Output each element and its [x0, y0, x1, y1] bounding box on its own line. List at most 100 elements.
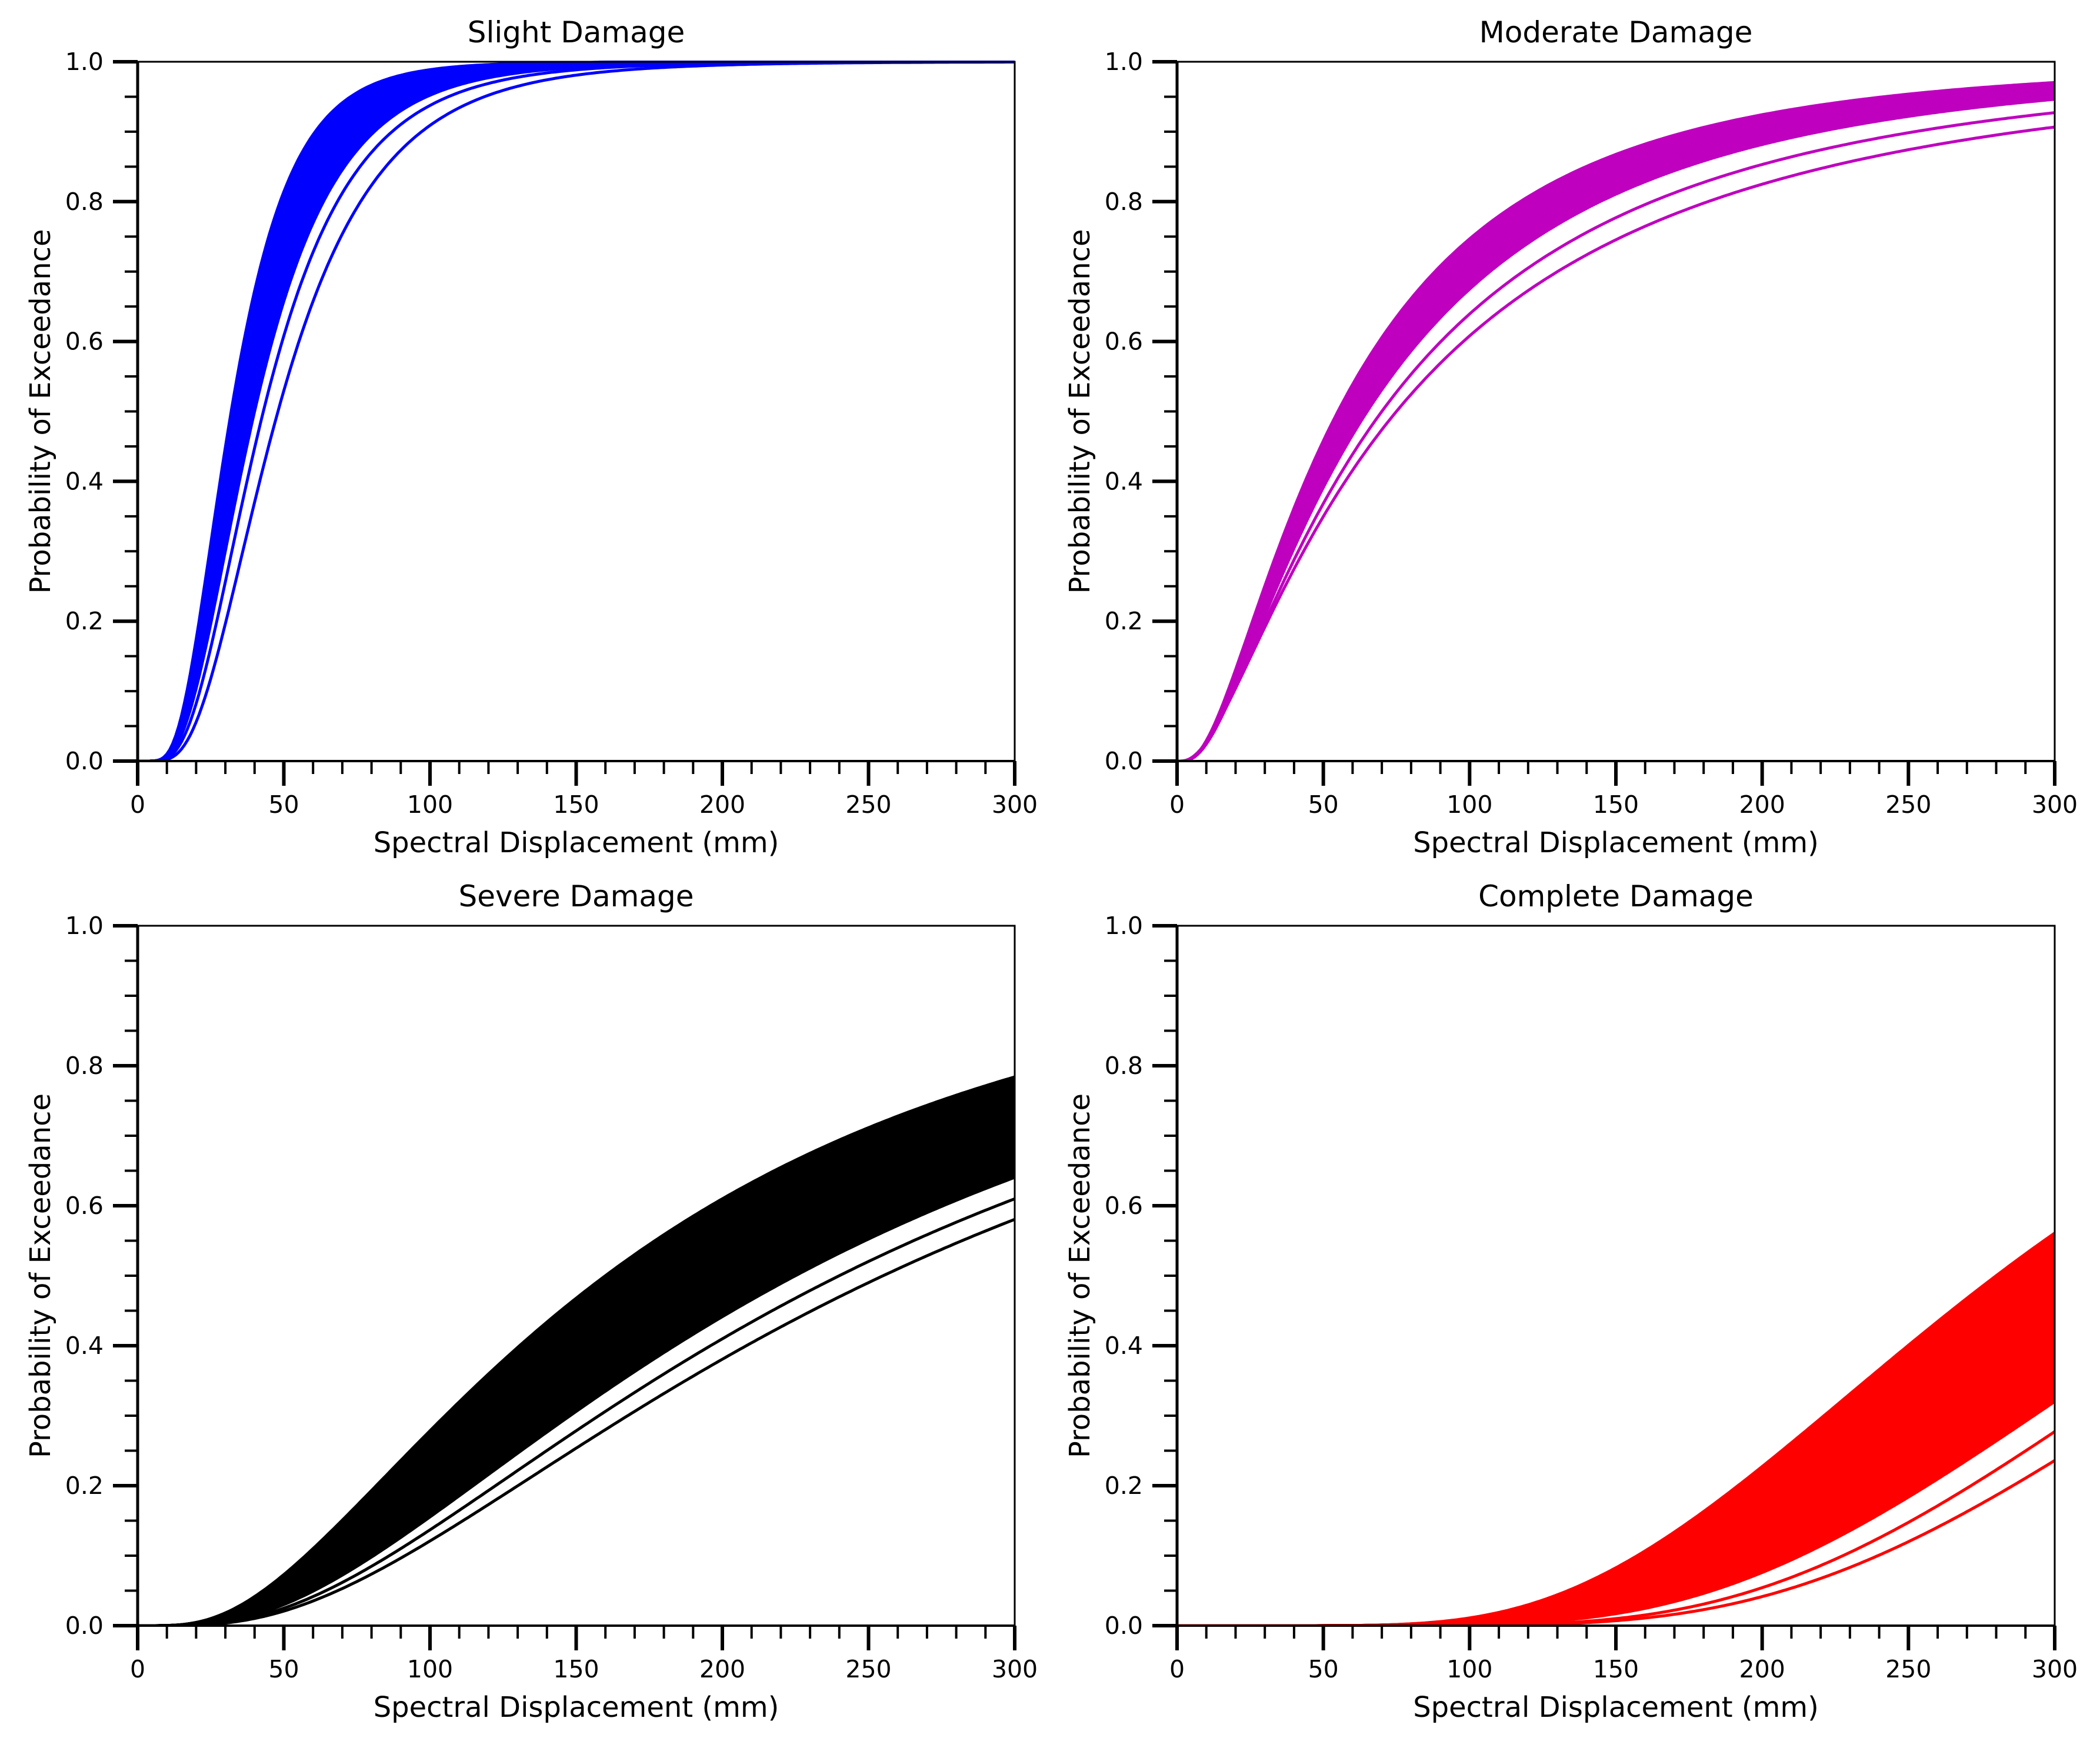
y-tick-label: 1.0 — [1105, 912, 1143, 940]
fragility-curve — [138, 61, 1015, 762]
fragility-curve — [138, 61, 1015, 762]
fragility-curve — [1177, 95, 2055, 762]
x-tick-label: 0 — [130, 790, 145, 819]
fragility-curve — [138, 61, 1015, 762]
fragility-curve — [138, 61, 1015, 762]
fragility-curve — [138, 61, 1015, 762]
x-tick-label: 300 — [2032, 790, 2078, 819]
x-tick-label: 200 — [1739, 790, 1785, 819]
x-axis-label: Spectral Displacement (mm) — [374, 826, 779, 859]
x-tick-label: 300 — [992, 790, 1038, 819]
fragility-curve — [138, 61, 1015, 762]
y-tick-label: 0.4 — [1105, 1332, 1143, 1360]
fragility-curve — [1177, 96, 2055, 762]
curve-band — [1177, 1232, 2055, 1627]
y-axis-label: Probability of Exceedance — [1064, 1093, 1096, 1458]
y-tick-label: 0.6 — [65, 328, 104, 356]
fragility-curve — [138, 61, 1015, 762]
fragility-curve — [1177, 95, 2055, 762]
fragility-curve — [138, 61, 1015, 762]
curve-band — [138, 1075, 1015, 1627]
panel-title: Complete Damage — [1478, 879, 1754, 913]
fragility-curve — [138, 61, 1015, 762]
y-tick-label: 0.4 — [65, 467, 104, 495]
fragility-curve — [1177, 96, 2055, 762]
y-axis-label: Probability of Exceedance — [24, 1093, 57, 1458]
fragility-curve — [138, 61, 1015, 762]
panel-title: Severe Damage — [459, 879, 694, 913]
fragility-curve — [138, 61, 1015, 762]
y-tick-label: 0.2 — [65, 607, 104, 635]
fragility-curve — [138, 61, 1015, 762]
fragility-curve — [1177, 95, 2055, 762]
fragility-curve — [138, 61, 1015, 762]
fragility-curve — [138, 61, 1015, 762]
plot-frame — [136, 61, 1016, 762]
x-tick-label: 150 — [553, 790, 599, 819]
x-axis-label: Spectral Displacement (mm) — [1413, 1691, 1819, 1724]
axes: 0 50 100 150 200 250 300 0.0 0.2 0.4 0.6 0.8 1.0 — [65, 48, 1038, 819]
fragility-curve — [138, 61, 1015, 762]
fragility-curve — [138, 61, 1015, 762]
x-tick-label: 50 — [1308, 790, 1339, 819]
x-tick-label: 100 — [1446, 790, 1492, 819]
fragility-curve — [1177, 96, 2055, 762]
fragility-curve — [138, 1217, 1015, 1627]
fragility-curve — [138, 61, 1015, 762]
curve-band — [1177, 81, 2055, 762]
y-tick-label: 0.8 — [1105, 1052, 1143, 1080]
fragility-curve — [138, 61, 1015, 762]
y-tick-label: 0.8 — [65, 188, 104, 216]
fragility-curve — [138, 61, 1015, 762]
y-axis-label: Probability of Exceedance — [24, 229, 57, 593]
fragility-curve — [138, 1197, 1015, 1627]
fragility-curve — [138, 61, 1015, 762]
y-tick-label: 0.0 — [65, 1612, 104, 1640]
fragility-curve — [138, 61, 1015, 762]
fragility-curve — [138, 61, 1015, 762]
fragility-curve — [138, 61, 1015, 762]
y-tick-label: 0.0 — [1105, 1612, 1143, 1640]
fragility-curve — [138, 61, 1015, 762]
panel-complete-damage: 0 50 100 150 200 250 300 0.0 0.2 0.4 0.6 0.8 1.0 Com… — [1064, 879, 2078, 1724]
fragility-curve — [138, 61, 1015, 762]
fragility-curve — [138, 61, 1015, 762]
fragility-curve — [1177, 125, 2055, 762]
fragility-curve — [1177, 98, 2055, 762]
x-tick-label: 200 — [699, 790, 745, 819]
fragility-curve — [138, 61, 1015, 762]
fragility-curve — [138, 61, 1015, 762]
x-tick-label: 200 — [1739, 1655, 1785, 1683]
fragility-curve — [138, 61, 1015, 762]
x-tick-label: 150 — [1593, 1655, 1639, 1683]
fragility-curve — [138, 61, 1015, 762]
y-tick-label: 0.8 — [1105, 188, 1143, 216]
fragility-curve — [138, 61, 1015, 762]
fragility-curve — [138, 61, 1015, 762]
axes: 0 50 100 150 200 250 300 0.0 0.2 0.4 0.6 0.8 1.0 — [65, 912, 1038, 1683]
x-tick-label: 100 — [1446, 1655, 1492, 1683]
fragility-curve — [138, 61, 1015, 762]
y-tick-label: 0.0 — [65, 747, 104, 775]
fragility-curve — [138, 61, 1015, 762]
x-tick-label: 250 — [845, 790, 891, 819]
fragility-curve — [1177, 97, 2055, 762]
fragility-curve — [138, 61, 1015, 762]
panel-severe-damage: 0 50 100 150 200 250 300 0.0 0.2 0.4 0.6 0.8 1.0 Sev… — [24, 879, 1038, 1724]
fragility-curve — [138, 61, 1015, 762]
x-axis-label: Spectral Displacement (mm) — [374, 1691, 779, 1724]
fragility-curve — [138, 61, 1015, 762]
y-tick-label: 0.6 — [1105, 328, 1143, 356]
fragility-curve — [1177, 111, 2055, 762]
fragility-curve — [138, 61, 1015, 762]
x-tick-label: 50 — [268, 1655, 299, 1683]
fragility-curve — [138, 61, 1015, 762]
fragility-curve — [138, 61, 1015, 762]
x-tick-label: 50 — [1308, 1655, 1339, 1683]
fragility-curve — [138, 61, 1015, 762]
y-tick-label: 0.4 — [65, 1332, 104, 1360]
x-tick-label: 250 — [1885, 790, 1931, 819]
x-tick-label: 100 — [407, 790, 453, 819]
x-tick-label: 50 — [268, 790, 299, 819]
fragility-curve — [138, 61, 1015, 762]
